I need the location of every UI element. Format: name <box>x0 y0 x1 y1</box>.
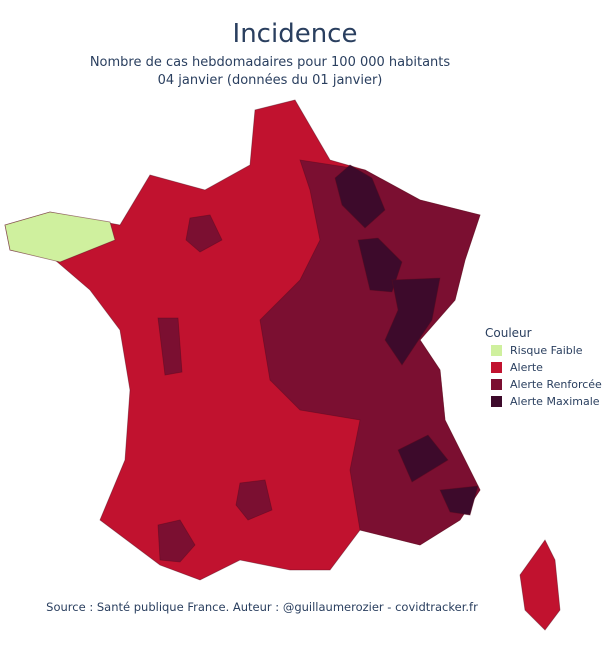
subtitle: Nombre de cas hebdomadaires pour 100 000… <box>90 55 451 70</box>
legend-title: Couleur <box>485 326 532 340</box>
legend-label: Alerte Renforcée <box>510 378 602 391</box>
zone <box>185 214 223 253</box>
brittany-zone <box>4 211 116 263</box>
zone <box>334 164 386 229</box>
zone <box>235 479 273 521</box>
date-subtitle: 04 janvier (données du 01 janvier) <box>158 73 383 88</box>
title: Incidence <box>233 19 358 49</box>
legend-swatch <box>491 396 502 407</box>
zone <box>384 277 441 366</box>
zone <box>157 317 183 376</box>
legend-label: Risque Faible <box>510 344 583 357</box>
zone <box>157 519 196 563</box>
zone <box>357 237 403 293</box>
legend-swatch <box>491 345 502 356</box>
source: Source : Santé publique France. Auteur :… <box>46 600 478 614</box>
zone <box>439 485 479 516</box>
legend-label: Alerte Maximale <box>510 395 600 408</box>
zone <box>397 434 449 483</box>
legend-label: Alerte <box>510 361 543 374</box>
legend-swatch <box>491 362 502 373</box>
legend: Couleur Risque Faible Alerte Alerte Renfor… <box>485 326 602 408</box>
legend-swatch <box>491 379 502 390</box>
map <box>4 99 561 631</box>
corsica <box>519 539 561 631</box>
